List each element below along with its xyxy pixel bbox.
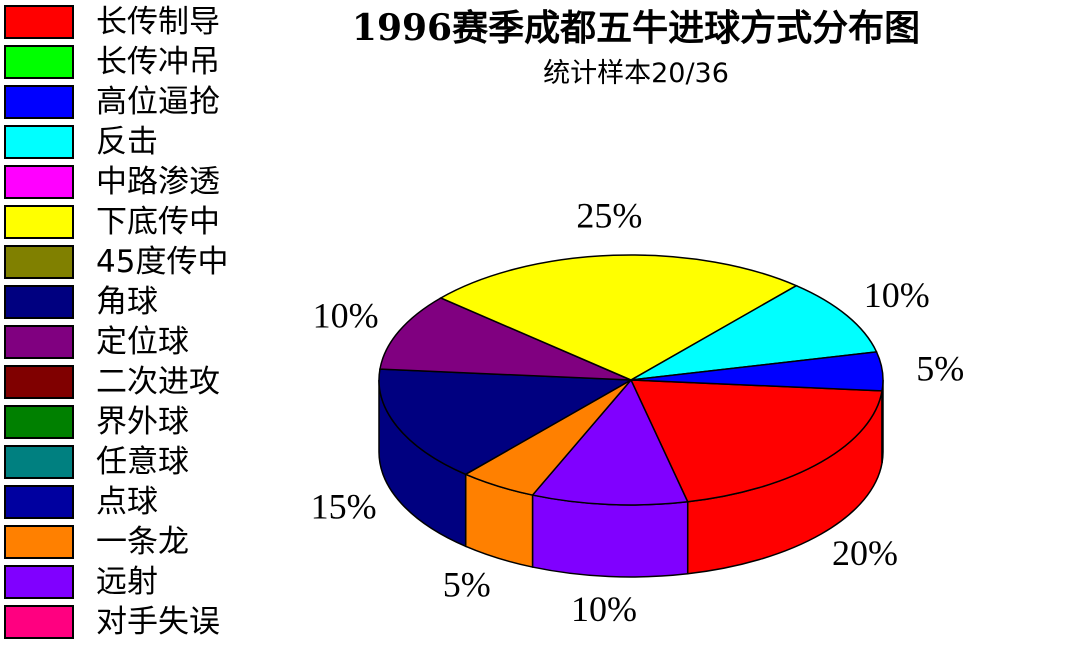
- legend-label: 定位球: [96, 324, 189, 360]
- pie-sides: [378, 379, 884, 578]
- legend-item: 角球: [4, 284, 158, 320]
- legend-swatch: [4, 525, 74, 559]
- legend-label: 长传冲吊: [96, 44, 220, 80]
- legend-swatch: [4, 45, 74, 79]
- legend-swatch: [4, 405, 74, 439]
- pie-slice: [531, 378, 689, 506]
- legend-swatch: [4, 5, 74, 39]
- legend-item: 任意球: [4, 444, 189, 480]
- pie-slice: [439, 254, 799, 381]
- pie-percent-label: 10%: [571, 589, 637, 629]
- legend-label: 角球: [96, 284, 158, 320]
- legend-label: 下底传中: [96, 204, 220, 240]
- legend-label: 反击: [96, 124, 158, 160]
- legend-swatch: [4, 165, 74, 199]
- legend-item: 一条龙: [4, 524, 189, 560]
- legend-item: 长传制导: [4, 4, 220, 40]
- legend-label: 点球: [96, 484, 158, 520]
- legend-item: 高位逼抢: [4, 84, 220, 120]
- legend-swatch: [4, 125, 74, 159]
- pie-percent-label: 5%: [443, 565, 491, 605]
- legend-label: 高位逼抢: [96, 84, 220, 120]
- pie-slice: [630, 351, 884, 392]
- pie-slices: [378, 254, 884, 506]
- legend-label: 长传制导: [96, 4, 220, 40]
- legend-swatch: [4, 245, 74, 279]
- pie-slice: [629, 379, 883, 503]
- legend-item: 45度传中: [4, 244, 228, 280]
- legend-item: 界外球: [4, 404, 189, 440]
- legend-item: 长传冲吊: [4, 44, 220, 80]
- legend-item: 二次进攻: [4, 364, 220, 400]
- legend-item: 点球: [4, 484, 158, 520]
- pie-side-wall: [531, 494, 689, 578]
- legend-label: 中路渗透: [96, 164, 220, 200]
- legend-item: 中路渗透: [4, 164, 220, 200]
- legend-label: 对手失误: [96, 604, 220, 640]
- legend-label: 45度传中: [96, 244, 229, 280]
- legend-label: 界外球: [96, 404, 189, 440]
- chart-title: 1996赛季成都五牛进球方式分布图: [351, 7, 921, 49]
- legend-item: 对手失误: [4, 604, 220, 640]
- pie-percent-label: 25%: [576, 195, 642, 235]
- legend-swatch: [4, 85, 74, 119]
- pie-percent-label: 20%: [832, 533, 898, 573]
- legend-swatch: [4, 565, 74, 599]
- legend-swatch: [4, 605, 74, 639]
- pie-percent-label: 10%: [864, 275, 930, 315]
- pie-percent-label: 5%: [916, 348, 964, 388]
- legend-swatch: [4, 365, 74, 399]
- legend: 长传制导 长传冲吊 高位逼抢 反击 中路渗透 下底传中 45度传中 角球 定位球…: [0, 0, 300, 653]
- legend-item: 远射: [4, 564, 158, 600]
- pie-slice: [378, 368, 634, 476]
- pie-percent-label: 10%: [313, 296, 379, 336]
- legend-swatch: [4, 485, 74, 519]
- legend-item: 下底传中: [4, 204, 220, 240]
- legend-label: 远射: [96, 564, 158, 600]
- pie-percent-label: 15%: [311, 487, 377, 527]
- legend-swatch: [4, 445, 74, 479]
- legend-swatch: [4, 325, 74, 359]
- legend-label: 二次进攻: [96, 364, 220, 400]
- legend-label: 一条龙: [96, 524, 189, 560]
- legend-swatch: [4, 205, 74, 239]
- pie-labels: 20% 10% 5% 15% 10% 25% 10% 5%: [311, 195, 965, 629]
- chart-subtitle: 统计样本20/36: [543, 58, 729, 89]
- legend-item: 反击: [4, 124, 158, 160]
- pie-slice: [630, 284, 878, 381]
- legend-item: 定位球: [4, 324, 189, 360]
- legend-swatch: [4, 285, 74, 319]
- pie-slice: [379, 297, 632, 381]
- legend-label: 任意球: [96, 444, 189, 480]
